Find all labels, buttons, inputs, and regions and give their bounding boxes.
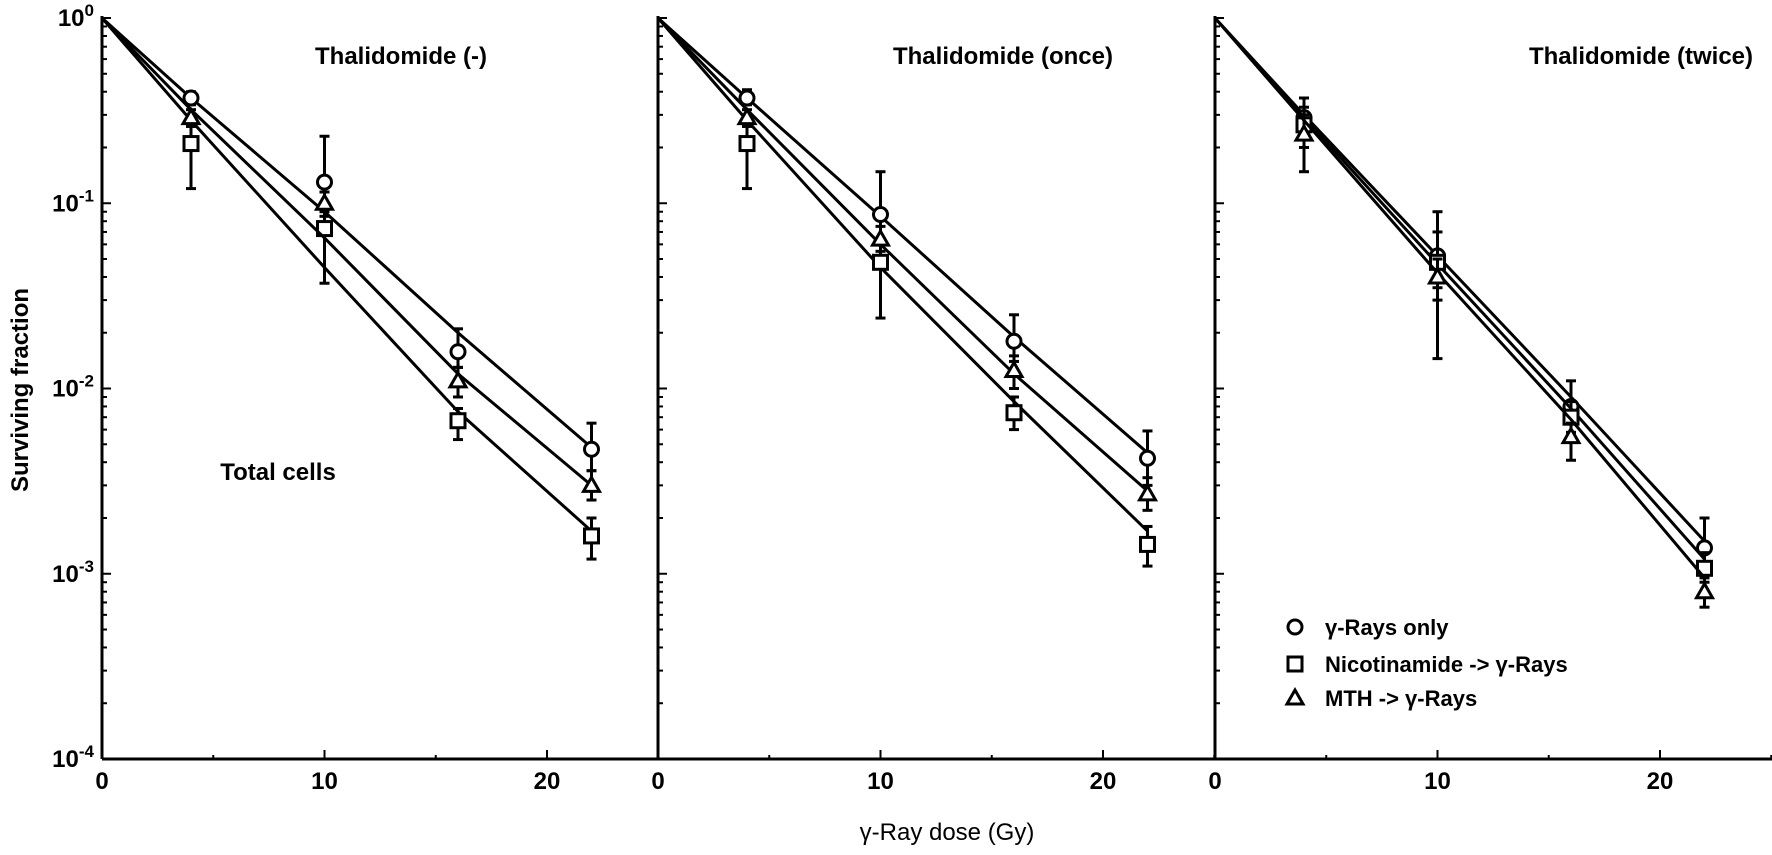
legend-marker-triangle — [1284, 686, 1306, 706]
data-point-triangle — [580, 474, 603, 493]
data-point-circle — [449, 343, 467, 361]
fit-line — [656, 16, 1149, 493]
y-tick-label-base: 10 — [58, 5, 85, 32]
data-point-square — [738, 135, 756, 153]
legend-marker-square — [1286, 655, 1304, 673]
y-tick-label-base: 10 — [52, 746, 79, 773]
series-circle — [100, 16, 600, 473]
legend-entry: MTH -> γ-Rays — [1284, 686, 1477, 711]
fit-line — [1213, 17, 1706, 561]
y-tick-label-exponent: 0 — [85, 1, 94, 20]
y-tick-label-base: 10 — [52, 190, 79, 217]
series-triangle — [1213, 17, 1716, 609]
data-point-triangle — [736, 106, 758, 126]
x-tick-label: 20 — [534, 768, 561, 795]
legend-label: MTH -> γ-Rays — [1325, 686, 1477, 711]
series-circle — [656, 16, 1156, 487]
data-point-square — [583, 527, 600, 545]
y-axis-label: Surviving fraction — [7, 288, 34, 492]
y-tick-label: 10-2 — [52, 372, 94, 403]
data-point-square — [1005, 404, 1023, 422]
data-point-circle — [182, 89, 200, 107]
legend: γ-Rays only Nicotinamide -> γ-Rays MTH -> … — [1284, 615, 1568, 711]
data-point-triangle — [1136, 482, 1159, 502]
x-axis-label: γ-Ray dose (Gy) — [860, 819, 1035, 846]
x-tick-label: 10 — [1424, 768, 1451, 795]
series-square — [100, 17, 600, 561]
data-point-triangle — [447, 369, 469, 389]
data-point-square — [1139, 535, 1156, 553]
panel-annotation: Total cells — [220, 459, 336, 486]
data-point-circle — [872, 205, 889, 223]
panel-2: 0 10 20 Thalidomide (once) — [651, 16, 1216, 795]
data-point-square — [449, 412, 467, 430]
data-point-triangle — [1560, 425, 1582, 445]
fit-line — [1213, 16, 1706, 543]
y-tick-label-exponent: -2 — [79, 372, 94, 391]
fit-line — [1213, 17, 1706, 579]
x-tick-label: 20 — [1647, 768, 1674, 795]
data-point-triangle — [180, 106, 202, 126]
y-tick-label-base: 10 — [52, 561, 79, 588]
x-tick-label: 0 — [1208, 768, 1221, 795]
y-tick-label-base: 10 — [52, 376, 79, 403]
fit-line — [100, 16, 593, 449]
series-triangle — [656, 16, 1159, 512]
legend-marker-circle — [1286, 618, 1304, 636]
legend-entry: Nicotinamide -> γ-Rays — [1286, 652, 1568, 677]
data-point-circle — [738, 89, 756, 107]
panel-3: 0 10 20 Thalidomide (twice) — [1208, 16, 1772, 795]
data-point-circle — [1139, 449, 1156, 467]
legend-label: γ-Rays only — [1325, 615, 1449, 640]
x-tick-label: 0 — [651, 768, 664, 795]
data-point-circle — [583, 440, 600, 458]
data-point-square — [872, 253, 889, 271]
y-tick-label-exponent: -1 — [79, 186, 94, 205]
x-tick-label: 20 — [1090, 768, 1117, 795]
data-point-triangle — [1426, 265, 1449, 285]
data-point-circle — [316, 173, 333, 191]
series-triangle — [100, 16, 603, 502]
panel-title: Thalidomide (twice) — [1529, 43, 1753, 70]
y-tick-label: 10-1 — [52, 186, 94, 217]
legend-entry: γ-Rays only — [1286, 615, 1449, 640]
data-point-triangle — [1293, 123, 1315, 142]
data-point-triangle — [1003, 359, 1025, 379]
data-point-square — [316, 220, 333, 238]
panel-title: Thalidomide (-) — [315, 43, 487, 70]
data-point-circle — [1005, 332, 1023, 350]
data-point-triangle — [1693, 580, 1716, 600]
data-point-triangle — [869, 228, 892, 247]
y-tick-label-exponent: -4 — [79, 742, 95, 761]
data-point-triangle — [313, 192, 336, 211]
y-tick-label: 10-3 — [52, 557, 94, 588]
fit-line — [100, 16, 593, 487]
x-tick-label: 10 — [311, 768, 338, 795]
x-tick-label: 0 — [95, 768, 108, 795]
y-tick-label: 10-4 — [52, 742, 94, 773]
legend-label: Nicotinamide -> γ-Rays — [1325, 652, 1568, 677]
y-tick-label: 100 — [58, 1, 94, 32]
panel-title: Thalidomide (once) — [893, 43, 1113, 70]
y-tick-label-exponent: -3 — [79, 557, 94, 576]
data-point-square — [182, 135, 200, 153]
fit-line — [656, 16, 1149, 454]
series-square — [656, 17, 1156, 568]
x-tick-label: 10 — [867, 768, 894, 795]
